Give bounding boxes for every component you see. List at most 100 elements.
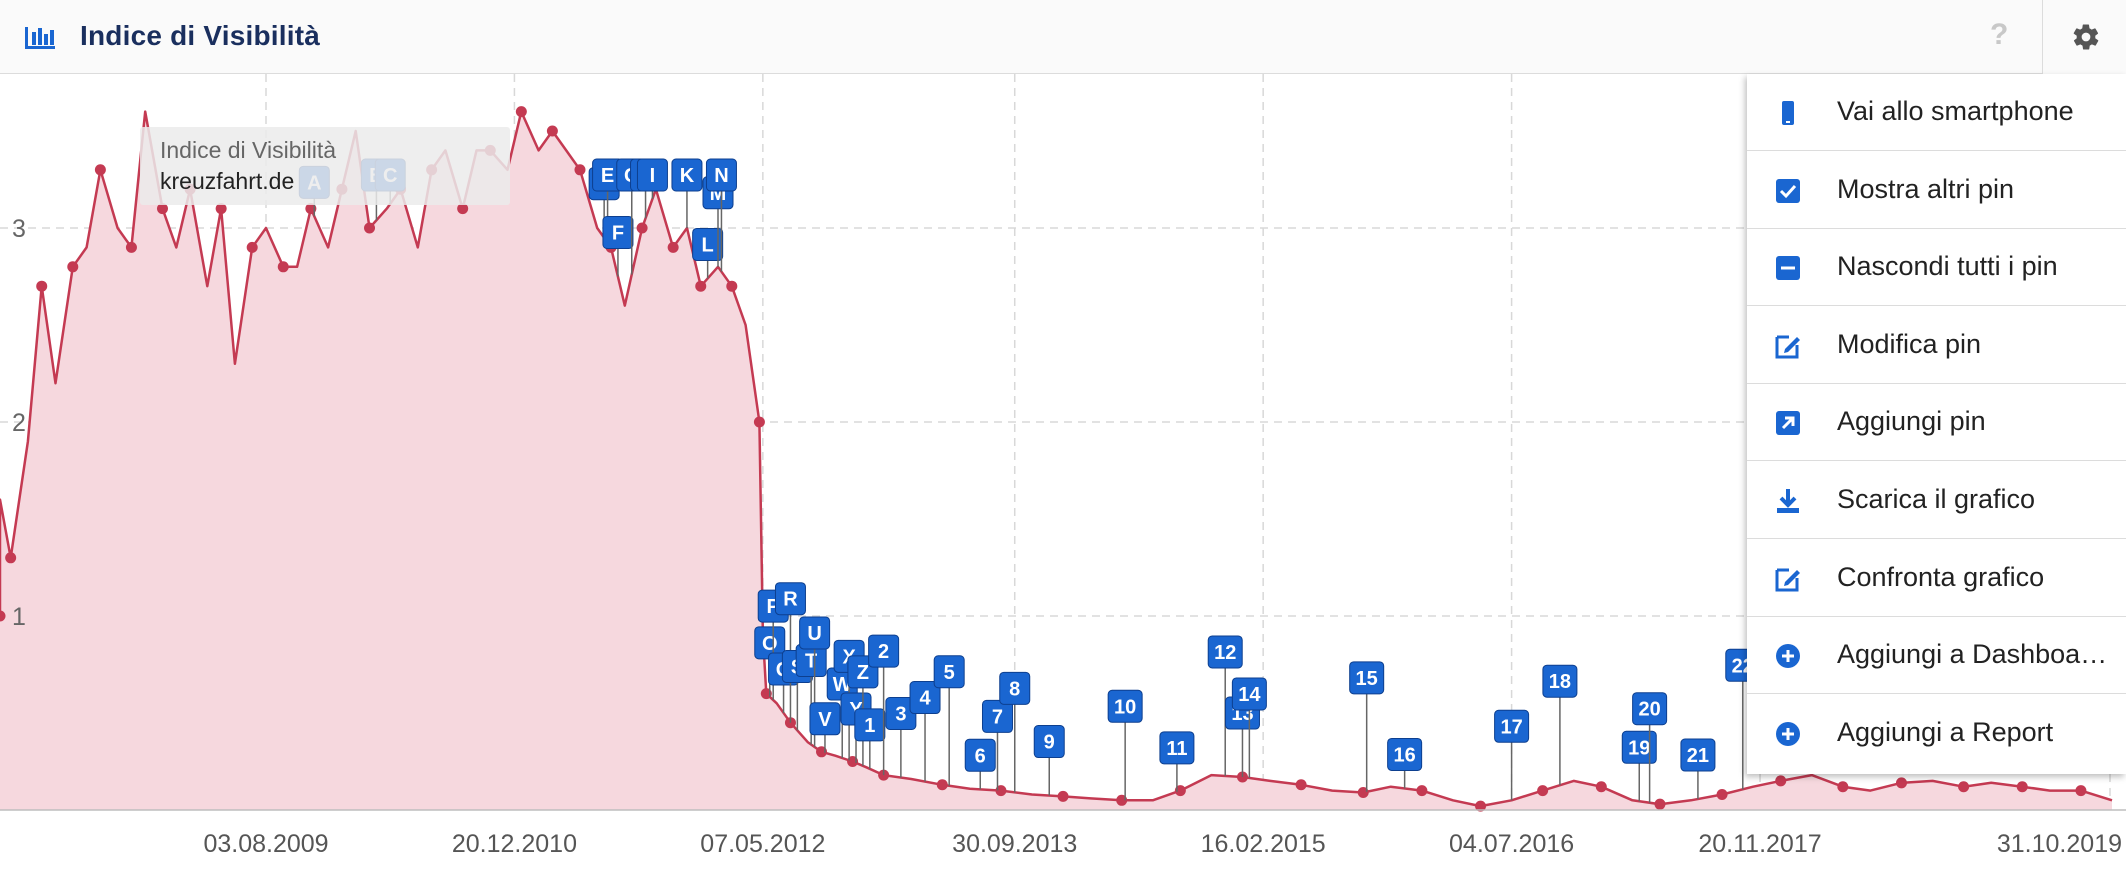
checkbox-icon	[1773, 176, 1803, 206]
pin-label: 7	[992, 706, 1003, 728]
pin-marker	[774, 582, 806, 616]
data-point	[0, 610, 6, 622]
pin-marker	[1159, 731, 1195, 765]
chart-header: Indice di Visibilità ?	[0, 0, 2126, 74]
y-tick-label: 2	[12, 409, 26, 437]
x-tick-label: 20.11.2017	[1698, 830, 1821, 858]
pin-label: W	[833, 674, 852, 696]
menu-item[interactable]: Confronta grafico	[1747, 540, 2126, 617]
pin-label: E	[601, 165, 614, 187]
menu-item[interactable]: Mostra altri pin	[1747, 152, 2126, 229]
pin-marker	[999, 671, 1031, 705]
pin-label: 18	[1549, 671, 1571, 693]
pin-marker	[1542, 664, 1578, 698]
data-point	[753, 416, 765, 428]
y-tick-label: 3	[12, 215, 26, 243]
menu-item-label: Mostra altri pin	[1837, 173, 2015, 204]
x-tick-label: 04.07.2016	[1449, 830, 1574, 858]
pin-label: 8	[1009, 678, 1020, 700]
download-icon	[1773, 486, 1803, 516]
pin-marker	[1621, 730, 1657, 764]
pin-label: 1	[864, 715, 875, 737]
pin-marker	[1387, 737, 1423, 771]
series-area	[0, 111, 2112, 811]
menu-item[interactable]: Aggiungi pin	[1747, 384, 2126, 462]
menu-item-label: Aggiungi pin	[1837, 406, 1986, 437]
smartphone-icon	[1773, 98, 1803, 128]
pin-marker	[1680, 738, 1716, 772]
pin-label: Z	[857, 662, 869, 684]
x-tick-label: 31.10.2019	[1997, 830, 2122, 858]
pin-marker	[809, 702, 841, 736]
pin-label: N	[714, 165, 728, 187]
data-point	[1057, 790, 1069, 802]
pin-label: 21	[1687, 745, 1709, 767]
pin-label: 12	[1214, 642, 1236, 664]
pin-marker	[799, 616, 831, 650]
data-point	[457, 203, 469, 215]
chart-title: Indice di Visibilità	[80, 20, 320, 51]
pin-label: 19	[1628, 737, 1650, 759]
menu-item-label: Aggiungi a Report	[1837, 716, 2054, 747]
pin-marker	[671, 158, 703, 192]
menu-item[interactable]: Scarica il grafico	[1747, 462, 2126, 539]
settings-button[interactable]	[2042, 0, 2126, 74]
pin-marker	[868, 634, 900, 668]
edit-icon	[1773, 331, 1803, 361]
pin-label: 2	[878, 641, 889, 663]
pin-label: 5	[944, 662, 955, 684]
pin-label: 17	[1500, 716, 1522, 738]
pin-label: 14	[1238, 684, 1261, 706]
data-point	[1537, 785, 1549, 797]
pin-marker	[602, 216, 634, 249]
data-point	[1295, 779, 1307, 791]
y-tick-label: 1	[12, 603, 26, 631]
data-point	[574, 164, 586, 176]
data-point	[1895, 777, 1907, 789]
series-markers	[0, 106, 2087, 812]
pin-marker	[1632, 692, 1668, 726]
pin-marker	[692, 227, 724, 261]
settings-menu: Vai allo smartphone Mostra altri pin Nasco…	[1747, 74, 2126, 774]
menu-item[interactable]: Nascondi tutti i pin	[1747, 229, 2126, 307]
data-point	[67, 261, 79, 273]
data-point	[1595, 781, 1607, 793]
pin-label: 16	[1394, 744, 1416, 766]
tooltip-domain: kreuzfahrt.de	[160, 168, 295, 194]
pin-label: K	[680, 165, 695, 187]
data-point	[1775, 775, 1787, 787]
menu-item[interactable]: Aggiungi a Report	[1747, 695, 2126, 772]
menu-item-label: Confronta grafico	[1837, 561, 2045, 592]
data-point	[277, 261, 289, 273]
pin-marker	[964, 738, 996, 772]
gear-icon	[2073, 24, 2099, 50]
pin-label: 10	[1114, 696, 1136, 718]
pin-label: 3	[895, 704, 906, 726]
data-point	[94, 164, 106, 176]
x-tick-label: 30.09.2013	[952, 830, 1077, 858]
menu-item-label: Vai allo smartphone	[1837, 96, 2074, 126]
x-tick-label: 16.02.2015	[1201, 830, 1326, 858]
arrow-out-icon	[1773, 408, 1803, 438]
menu-item-label: Aggiungi a Dashboa…	[1837, 639, 2108, 670]
data-point	[36, 280, 48, 292]
menu-item-label: Scarica il grafico	[1837, 484, 2036, 514]
menu-item[interactable]: Vai allo smartphone	[1747, 74, 2126, 151]
data-point	[726, 280, 738, 292]
pin-label: F	[612, 223, 624, 245]
pin-label: 20	[1638, 699, 1660, 721]
pin-marker	[1107, 689, 1143, 723]
pin-marker	[1207, 635, 1243, 669]
pin-marker	[854, 708, 886, 742]
edit-icon	[1773, 564, 1803, 594]
x-tick-label: 03.08.2009	[203, 830, 328, 858]
pin-label: 9	[1044, 732, 1055, 754]
data-point	[1716, 788, 1728, 800]
menu-item[interactable]: Modifica pin	[1747, 307, 2126, 384]
help-icon[interactable]: ?	[1990, 18, 2009, 51]
data-point	[5, 552, 17, 564]
menu-item[interactable]: Aggiungi a Dashboa…	[1747, 617, 2126, 695]
data-point	[364, 222, 376, 234]
data-point	[215, 203, 227, 215]
data-point	[695, 280, 707, 292]
